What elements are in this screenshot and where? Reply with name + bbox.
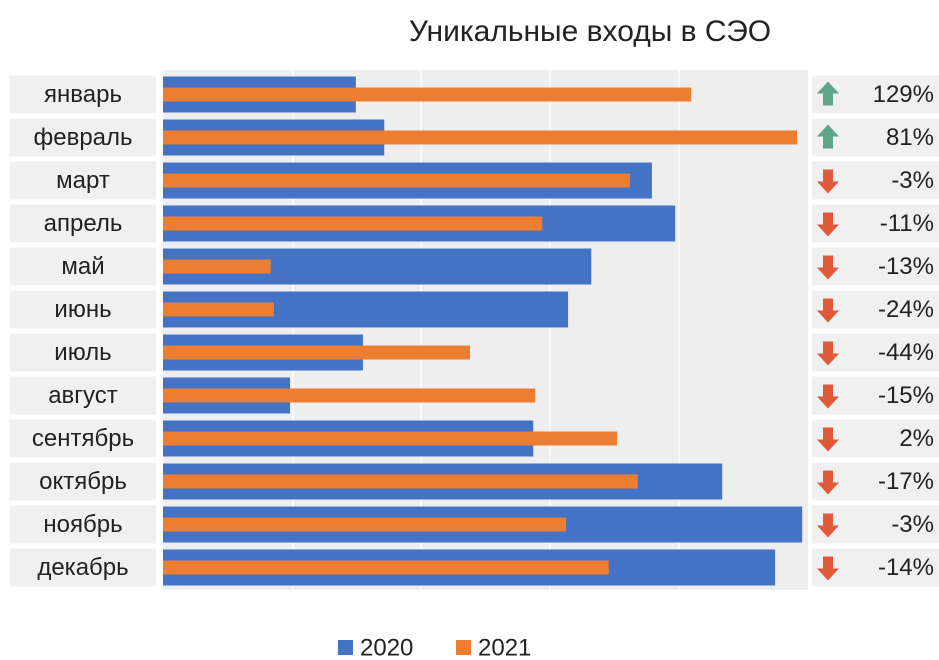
arrow-down [817,556,839,581]
category-label: июнь [54,296,111,323]
category-cell [10,333,156,372]
category-cell [10,204,156,243]
arrow-down [817,298,839,323]
arrow-down [817,341,839,366]
change-label: -15% [878,382,934,409]
bar [163,173,630,188]
category-label: август [48,382,118,409]
category-label: январь [44,81,122,108]
change-cell [812,462,939,501]
arrow-down [817,427,839,452]
change-cell [812,548,939,587]
bar [163,474,638,489]
bar [163,431,618,446]
plot-background [163,70,808,590]
category-cell [10,75,156,114]
change-label: -11% [880,210,934,237]
change-label: -3% [891,167,934,194]
bar [163,130,798,145]
chart-title: Уникальные входы в СЭО [409,15,771,48]
category-cell [10,376,156,415]
arrow-down [817,384,839,409]
bar [163,517,567,532]
change-cell [812,247,939,286]
change-cell [812,290,939,329]
arrow-down [817,212,839,237]
change-label: -3% [891,511,934,538]
category-label: июль [54,339,111,366]
legend-swatch [456,640,471,655]
change-cell [812,376,939,415]
category-cell [10,161,156,200]
bar [163,87,692,102]
change-label: -17% [878,468,934,495]
change-label: 2% [899,425,934,452]
category-cell [10,505,156,544]
change-label: 81% [886,124,934,151]
change-cell [812,75,939,114]
arrow-up [817,81,839,106]
change-label: -14% [878,554,934,581]
change-label: 129% [873,81,934,108]
arrow-down [817,470,839,495]
change-label: -13% [878,253,934,280]
bar [163,302,274,317]
category-cell [10,419,156,458]
arrow-down [817,255,839,280]
arrow-down [817,513,839,538]
category-cell [10,290,156,329]
category-cell [10,548,156,587]
legend-label: 2020 [360,634,413,660]
category-label: сентябрь [32,425,134,452]
bar [163,216,543,231]
category-label: октябрь [39,468,127,495]
change-cell [812,204,939,243]
change-cell [812,419,939,458]
change-cell [812,118,939,157]
legend-label: 2021 [478,634,531,660]
bar [163,388,536,403]
change-cell [812,161,939,200]
category-label: ноябрь [43,511,122,538]
legend-swatch [338,640,353,655]
category-label: март [56,167,110,194]
category-cell [10,462,156,501]
bar [163,345,471,360]
category-cell [10,118,156,157]
category-cell [10,247,156,286]
category-label: апрель [44,210,123,237]
change-label: -24% [878,296,934,323]
change-cell [812,505,939,544]
change-cell [812,333,939,372]
bar [163,560,609,575]
arrow-up [817,124,839,149]
bar [163,259,271,274]
arrow-down [817,169,839,194]
category-label: февраль [33,124,132,151]
category-label: декабрь [37,554,128,581]
change-label: -44% [878,339,934,366]
category-label: май [61,253,104,280]
